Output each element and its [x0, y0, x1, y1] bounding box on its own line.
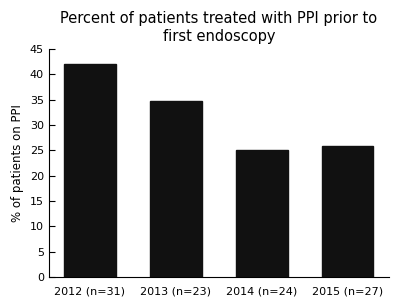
Bar: [322, 146, 374, 277]
Y-axis label: % of patients on PPI: % of patients on PPI: [11, 104, 24, 222]
Bar: [236, 150, 288, 277]
Bar: [64, 64, 116, 277]
Bar: [150, 101, 202, 277]
Title: Percent of patients treated with PPI prior to
first endoscopy: Percent of patients treated with PPI pri…: [60, 11, 377, 43]
